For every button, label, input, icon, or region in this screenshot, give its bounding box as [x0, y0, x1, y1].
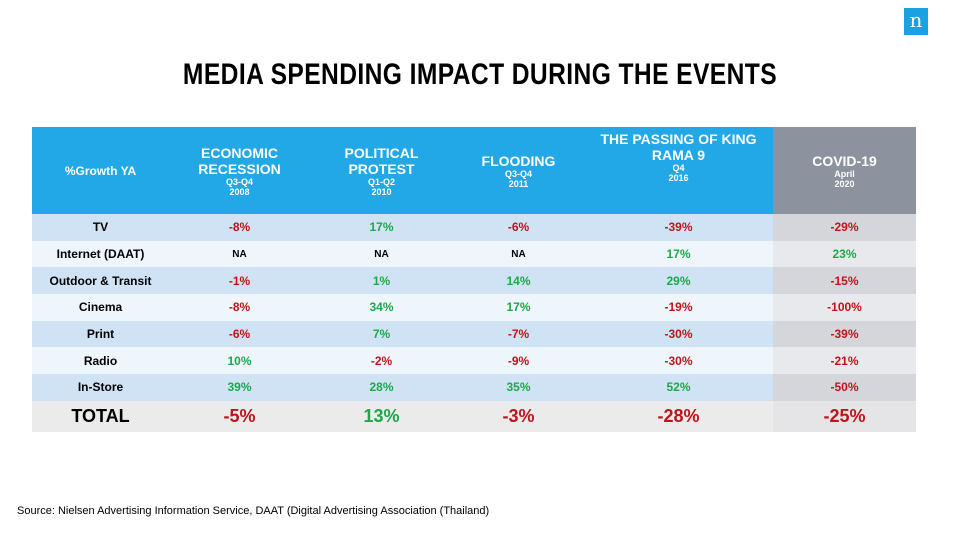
- growth-cell: NA: [169, 240, 310, 268]
- header-economic-recession: ECONOMIC RECESSION Q3-Q4 2008: [169, 127, 310, 214]
- growth-cell: -50%: [773, 374, 916, 401]
- header-passing-of-king: THE PASSING OF KING RAMA 9 Q4 2016: [584, 127, 773, 214]
- table-row: Outdoor & Transit -1% 1% 14% 29% -15%: [32, 267, 916, 295]
- row-label: Print: [32, 320, 169, 348]
- growth-cell: 52%: [584, 374, 773, 401]
- growth-cell: 13%: [310, 400, 453, 432]
- table-row: Internet (DAAT) NA NA NA 17% 23%: [32, 240, 916, 268]
- growth-cell: 39%: [169, 374, 310, 401]
- row-label: TV: [32, 214, 169, 241]
- header-flooding: FLOODING Q3-Q4 2011: [453, 127, 584, 214]
- header-corner-label: %Growth YA: [32, 127, 169, 214]
- growth-cell: 34%: [310, 294, 453, 321]
- table-row: Cinema -8% 34% 17% -19% -100%: [32, 294, 916, 321]
- growth-cell: -2%: [310, 347, 453, 375]
- growth-cell: 10%: [169, 347, 310, 375]
- table-body: TV -8% 17% -6% -39% -29% Internet (DAAT) NA NA NA…: [32, 214, 916, 432]
- growth-cell: -8%: [169, 294, 310, 321]
- table-row: In-Store 39% 28% 35% 52% -50%: [32, 374, 916, 401]
- table-row: TV -8% 17% -6% -39% -29%: [32, 214, 916, 241]
- growth-cell: -30%: [584, 347, 773, 375]
- row-label: Radio: [32, 347, 169, 375]
- growth-cell: -29%: [773, 214, 916, 241]
- total-row: TOTAL -5% 13% -3% -28% -25%: [32, 400, 916, 432]
- table-row: Print -6% 7% -7% -30% -39%: [32, 320, 916, 348]
- growth-cell: -6%: [453, 214, 584, 241]
- growth-cell: 7%: [310, 320, 453, 348]
- growth-cell: -8%: [169, 214, 310, 241]
- growth-cell: -30%: [584, 320, 773, 348]
- growth-cell: 17%: [584, 240, 773, 268]
- growth-cell: -9%: [453, 347, 584, 375]
- growth-cell: NA: [310, 240, 453, 268]
- growth-cell: 1%: [310, 267, 453, 295]
- row-label: Cinema: [32, 294, 169, 321]
- growth-cell: -3%: [453, 400, 584, 432]
- growth-cell: -7%: [453, 320, 584, 348]
- growth-cell: -5%: [169, 400, 310, 432]
- table-row: Radio 10% -2% -9% -30% -21%: [32, 347, 916, 375]
- growth-cell: -19%: [584, 294, 773, 321]
- growth-cell: NA: [453, 240, 584, 268]
- growth-cell: -100%: [773, 294, 916, 321]
- growth-cell: -39%: [584, 214, 773, 241]
- growth-cell: -1%: [169, 267, 310, 295]
- growth-cell: -6%: [169, 320, 310, 348]
- growth-cell: -15%: [773, 267, 916, 295]
- header-covid-19: COVID-19 April 2020: [773, 127, 916, 214]
- growth-cell: -25%: [773, 400, 916, 432]
- growth-cell: 29%: [584, 267, 773, 295]
- growth-cell: 17%: [453, 294, 584, 321]
- header-political-protest: POLITICAL PROTEST Q1-Q2 2010: [310, 127, 453, 214]
- growth-cell: 28%: [310, 374, 453, 401]
- row-label: In-Store: [32, 374, 169, 401]
- page-title: MEDIA SPENDING IMPACT DURING THE EVENTS: [182, 58, 778, 91]
- growth-cell: 17%: [310, 214, 453, 241]
- media-spending-table: %Growth YA ECONOMIC RECESSION Q3-Q4 2008…: [32, 127, 916, 432]
- growth-cell: 14%: [453, 267, 584, 295]
- row-label: Outdoor & Transit: [32, 267, 169, 295]
- growth-cell: 23%: [773, 240, 916, 268]
- growth-cell: -21%: [773, 347, 916, 375]
- row-label: TOTAL: [32, 400, 169, 432]
- growth-cell: -28%: [584, 400, 773, 432]
- growth-cell: 35%: [453, 374, 584, 401]
- nielsen-logo: n: [904, 8, 928, 35]
- growth-cell: -39%: [773, 320, 916, 348]
- table-header-row: %Growth YA ECONOMIC RECESSION Q3-Q4 2008…: [32, 127, 916, 214]
- source-note: Source: Nielsen Advertising Information …: [17, 505, 490, 517]
- row-label: Internet (DAAT): [32, 240, 169, 268]
